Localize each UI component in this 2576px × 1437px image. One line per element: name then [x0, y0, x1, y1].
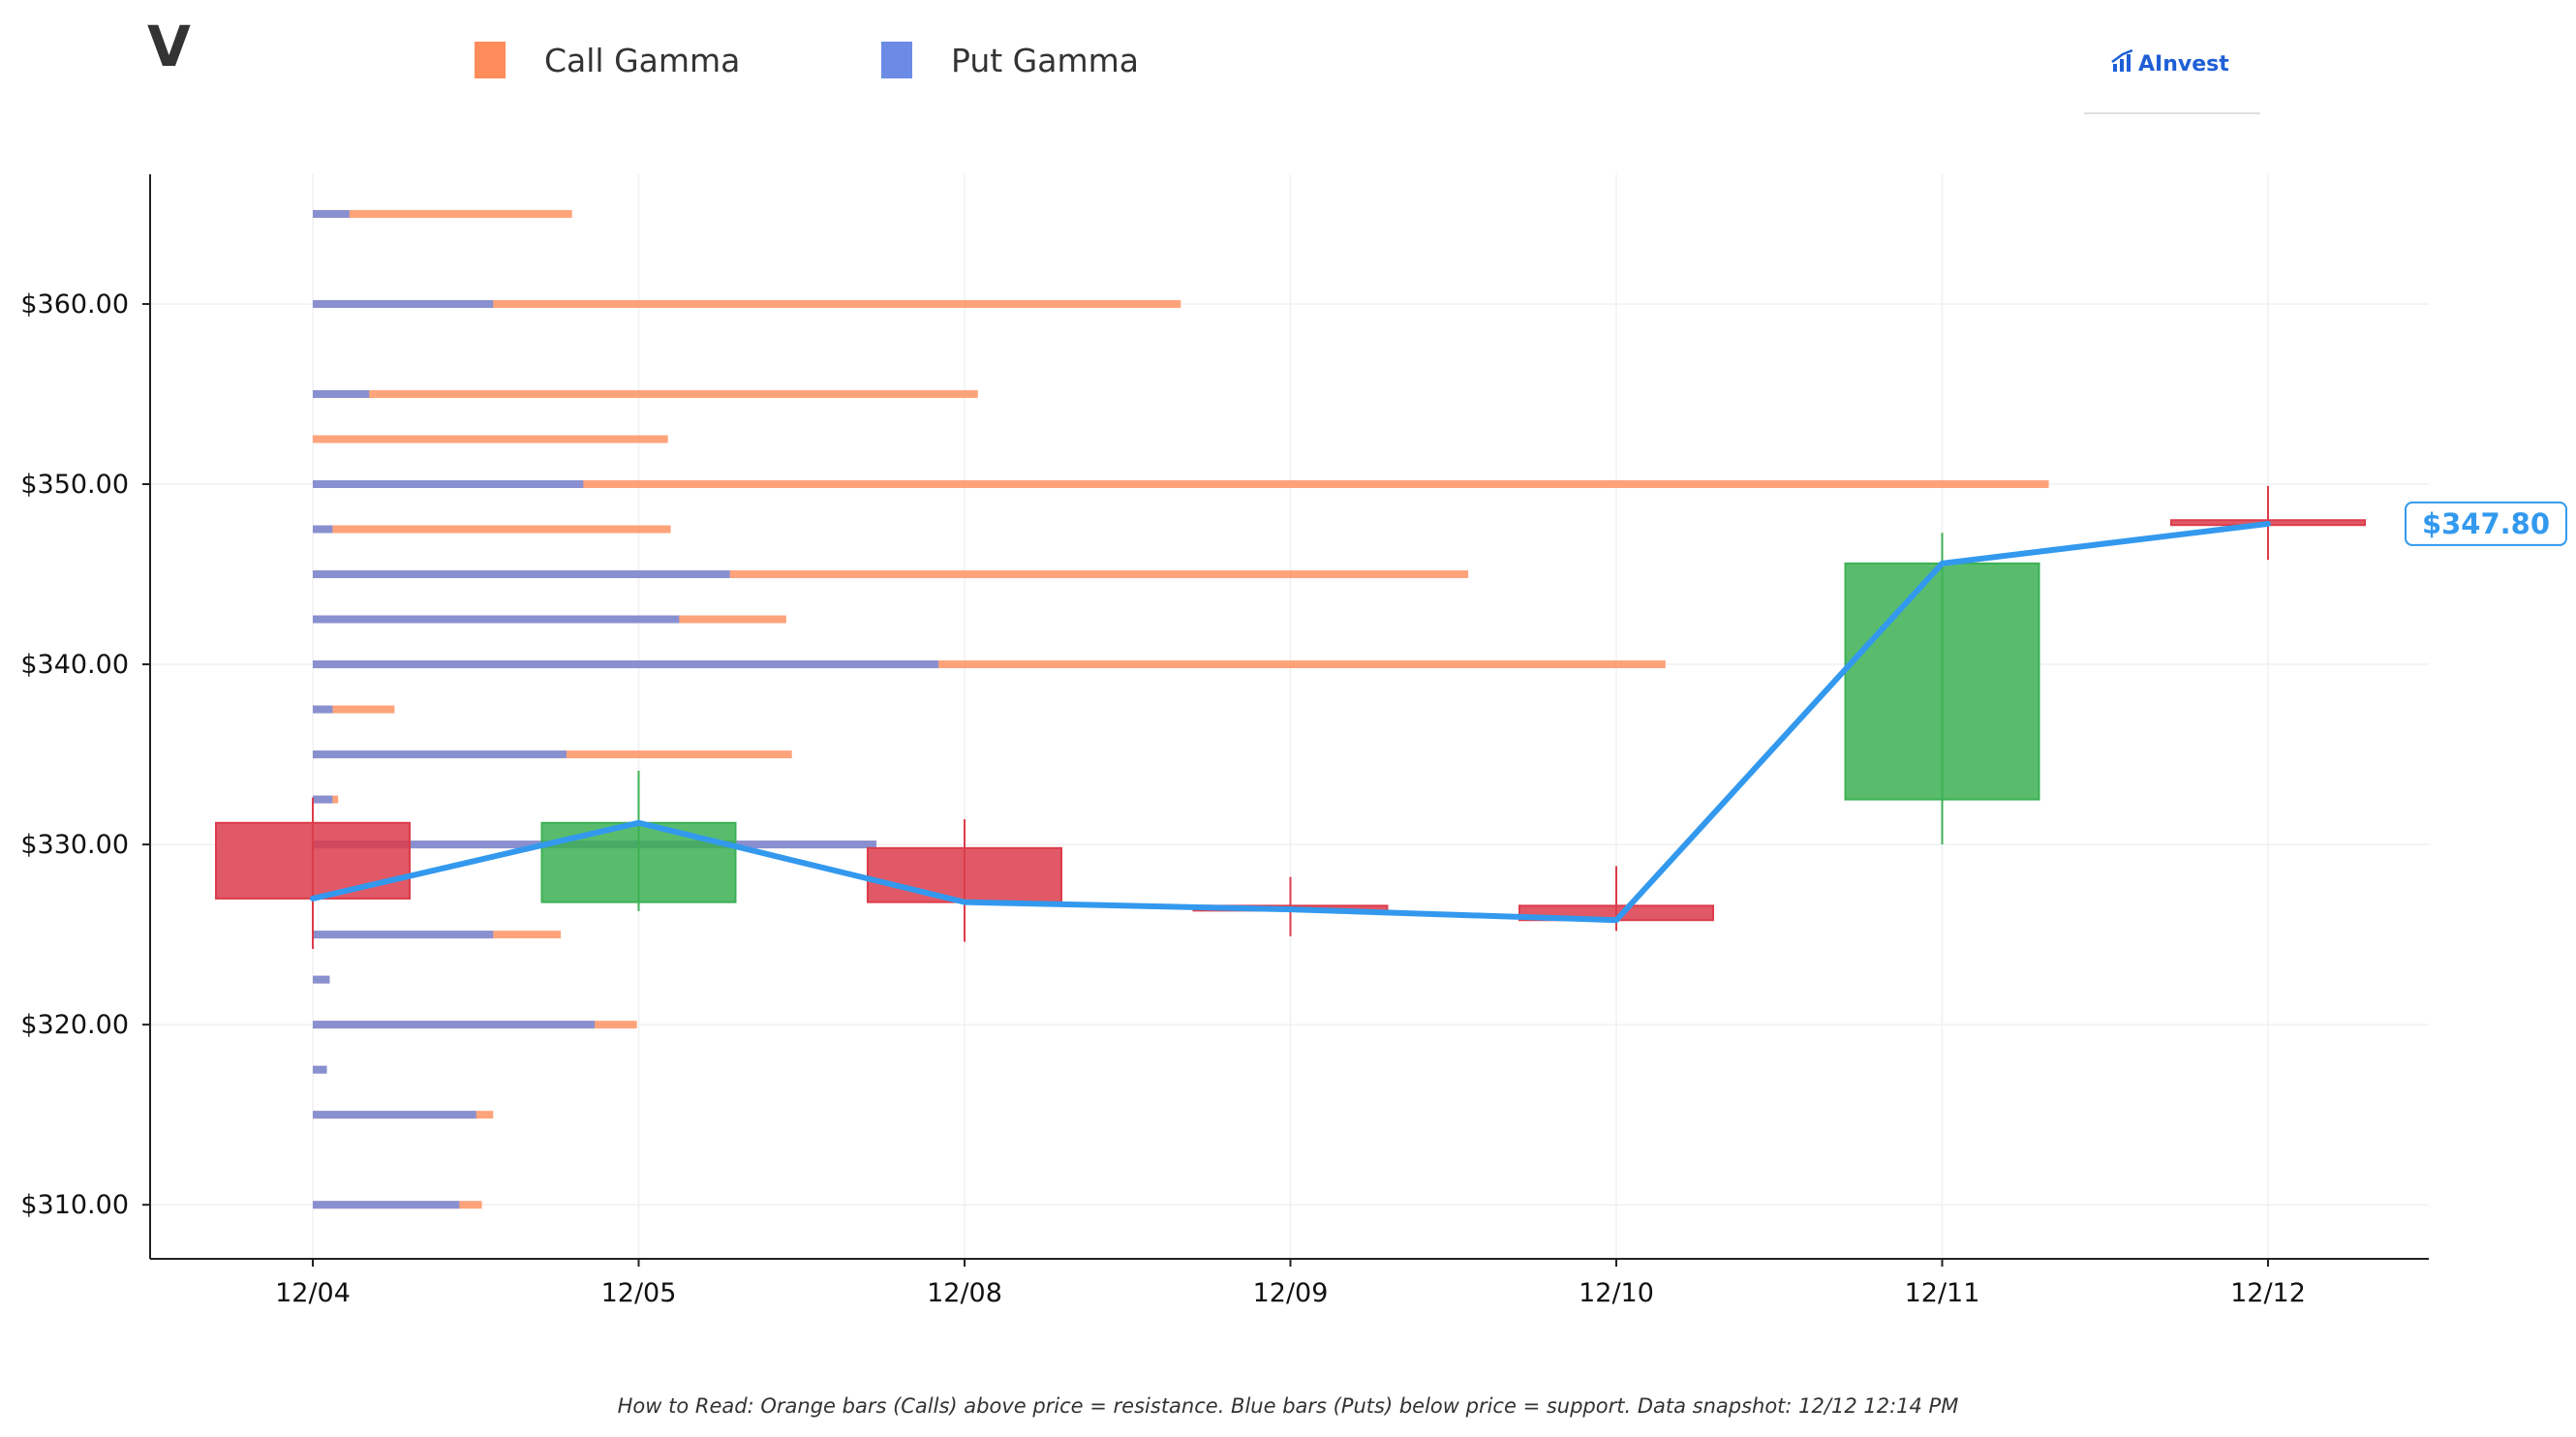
put-gamma-bar	[313, 705, 333, 714]
y-tick-label: $350.00	[20, 470, 129, 500]
y-tick-label: $330.00	[20, 830, 129, 860]
put-gamma-bar	[313, 570, 730, 579]
x-tick-label: 12/04	[275, 1278, 351, 1308]
last-price-label: $347.80	[2422, 507, 2550, 540]
y-tick-label: $340.00	[20, 650, 129, 680]
how-to-read-note: How to Read: Orange bars (Calls) above p…	[617, 1394, 1959, 1418]
ticker-symbol: V	[147, 14, 191, 79]
y-tick-label: $310.00	[20, 1190, 129, 1220]
legend-call-gamma: Call Gamma	[475, 31, 740, 89]
put-gamma-bar	[313, 931, 494, 939]
put-gamma-bar	[313, 209, 350, 218]
put-gamma-bar	[313, 975, 330, 984]
x-tick-label: 12/11	[1905, 1278, 1980, 1308]
put-gamma-bar	[313, 1021, 595, 1029]
call-gamma-bar	[313, 435, 668, 443]
candle-body	[867, 846, 1062, 903]
put-gamma-swatch	[881, 42, 912, 78]
x-tick-label: 12/10	[1579, 1278, 1654, 1308]
call-gamma-bar	[313, 299, 1181, 308]
y-tick-label: $360.00	[20, 290, 129, 320]
candle-body	[215, 821, 411, 900]
call-gamma-bar	[313, 570, 1469, 579]
put-gamma-bar	[313, 1201, 460, 1209]
brand-chart-icon	[2111, 48, 2138, 77]
call-gamma-label: Call Gamma	[544, 41, 741, 79]
price-line	[310, 520, 2271, 924]
x-tick-label: 12/05	[601, 1278, 677, 1308]
call-gamma-bar	[313, 389, 978, 398]
x-tick-label: 12/09	[1253, 1278, 1329, 1308]
legend-put-gamma: Put Gamma	[881, 31, 1139, 89]
y-tick-label: $320.00	[20, 1010, 129, 1040]
call-gamma-bar	[313, 660, 1666, 669]
put-gamma-bar	[313, 299, 494, 308]
put-gamma-bar	[313, 1111, 476, 1119]
candle-body	[540, 821, 737, 903]
last-price-box	[2405, 501, 2567, 546]
put-gamma-bar	[313, 389, 370, 398]
brand-name: AInvest	[2138, 52, 2229, 76]
call-gamma-bar	[313, 525, 671, 534]
put-gamma-bar	[313, 1065, 327, 1074]
put-gamma-bar	[313, 480, 584, 488]
put-gamma-bar	[313, 750, 567, 759]
call-gamma-bar	[313, 209, 572, 218]
x-tick-label: 12/12	[2230, 1278, 2306, 1308]
brand-logo: AInvest	[2084, 39, 2260, 114]
candle-body	[1844, 562, 2040, 801]
put-gamma-bar	[313, 660, 939, 669]
call-gamma-bar	[313, 480, 2049, 488]
put-gamma-bar	[313, 615, 680, 624]
x-tick-label: 12/08	[927, 1278, 1002, 1308]
call-gamma-swatch	[475, 42, 506, 78]
put-gamma-label: Put Gamma	[951, 41, 1139, 79]
call-gamma-bar	[313, 705, 395, 714]
put-gamma-bar	[313, 525, 333, 534]
put-gamma-bar	[313, 795, 333, 804]
